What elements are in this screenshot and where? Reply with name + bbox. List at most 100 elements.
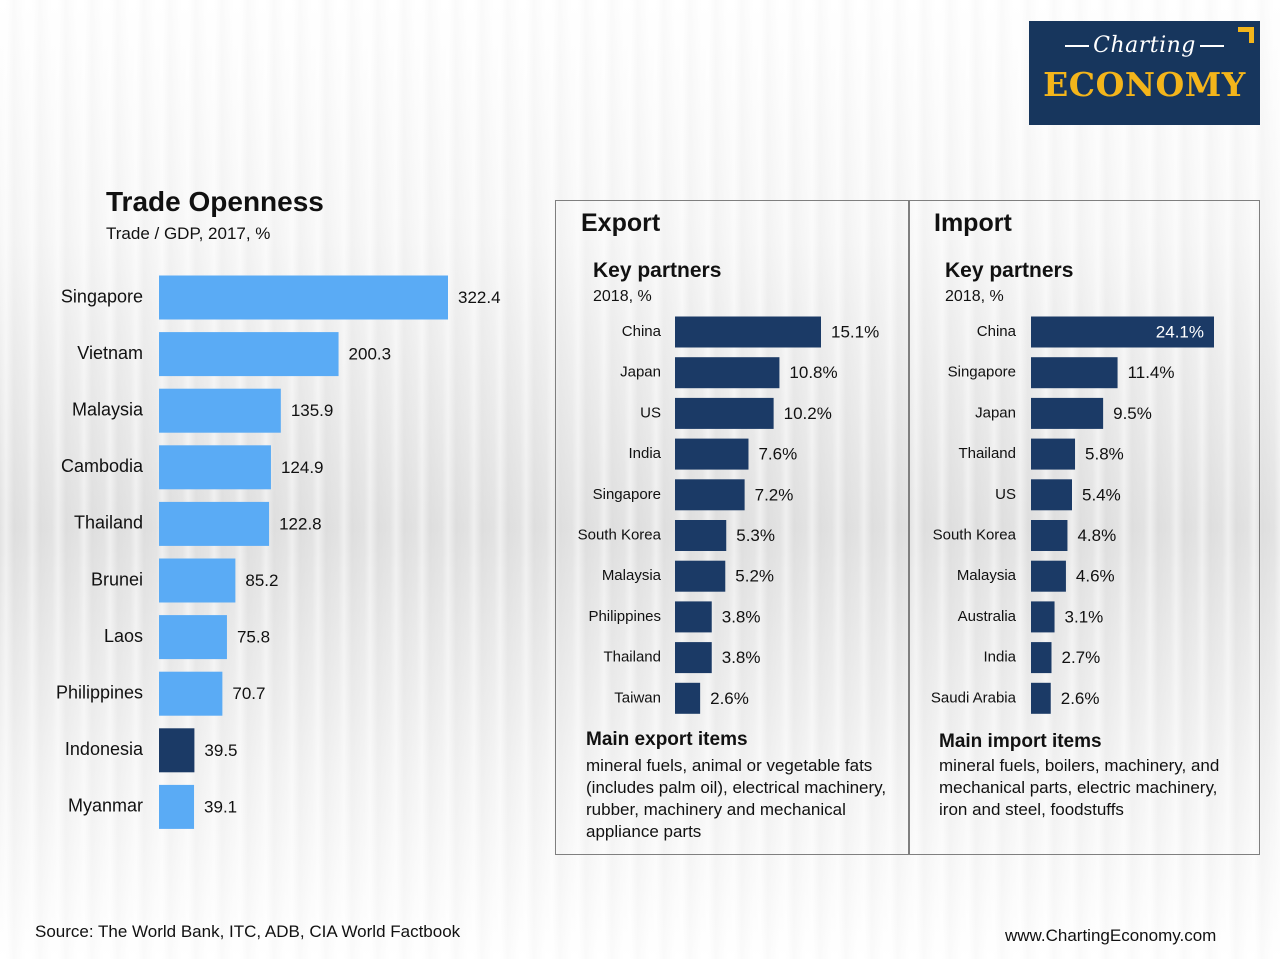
export-category-us: US xyxy=(640,404,661,421)
export-value-label-malaysia: 5.2% xyxy=(735,567,774,586)
trade-openness-bar-malaysia xyxy=(159,388,281,433)
import-category-singapore: Singapore xyxy=(948,364,1016,381)
export-category-south-korea: South Korea xyxy=(578,526,662,543)
trade-openness-category-philippines: Philippines xyxy=(56,682,143,702)
import-value-label-japan: 9.5% xyxy=(1113,404,1152,423)
export-import-panel: Export Import Key partners 2018, % Key p… xyxy=(555,200,1260,855)
export-category-malaysia: Malaysia xyxy=(602,567,662,584)
import-category-japan: Japan xyxy=(975,404,1016,421)
trade-openness-chart: Singapore 322.4 Vietnam 200.3 Malaysia 135.9 C… xyxy=(56,275,501,829)
main-import-items-text: mineral fuels, boilers, machinery, and m… xyxy=(939,756,1220,819)
trade-openness-value-label-laos: 75.8 xyxy=(237,628,270,647)
trade-openness-category-indonesia: Indonesia xyxy=(65,739,144,759)
import-value-label-china: 24.1% xyxy=(1156,322,1204,341)
export-value-label-singapore: 7.2% xyxy=(755,485,794,504)
export-bar-singapore xyxy=(675,479,745,511)
trade-openness-bar-vietnam xyxy=(159,332,339,377)
export-value-label-south-korea: 5.3% xyxy=(736,526,775,545)
logo-line-2: ECONOMY xyxy=(1043,65,1246,104)
import-heading: Import xyxy=(934,209,1012,237)
trade-openness-category-brunei: Brunei xyxy=(91,569,143,589)
import-category-saudi-arabia: Saudi Arabia xyxy=(931,689,1017,706)
export-value-label-us: 10.2% xyxy=(784,404,832,423)
export-category-japan: Japan xyxy=(620,364,661,381)
export-bar-south-korea xyxy=(675,520,727,551)
import-bar-saudi-arabia xyxy=(1031,682,1051,714)
trade-openness-bar-philippines xyxy=(159,671,223,716)
import-bar-us xyxy=(1031,479,1073,511)
trade-openness-value-label-indonesia: 39.5 xyxy=(204,741,237,760)
export-category-thailand: Thailand xyxy=(603,649,661,666)
logo-corner-mark xyxy=(1238,27,1254,43)
charting-economy-logo[interactable]: Charting ECONOMY xyxy=(1029,21,1260,125)
trade-openness-title: Trade Openness xyxy=(106,186,324,217)
import-value-label-saudi-arabia: 2.6% xyxy=(1061,689,1100,708)
import-category-south-korea: South Korea xyxy=(933,526,1017,543)
export-key-partners-year: 2018, % xyxy=(593,288,652,305)
export-category-philippines: Philippines xyxy=(588,608,661,625)
import-key-partners-year: 2018, % xyxy=(945,288,1004,305)
import-category-us: US xyxy=(995,486,1016,503)
export-bar-philippines xyxy=(675,601,712,633)
trade-openness-value-label-thailand: 122.8 xyxy=(279,514,322,533)
export-category-singapore: Singapore xyxy=(593,486,661,503)
trade-openness-bar-myanmar xyxy=(159,784,195,829)
trade-openness-category-thailand: Thailand xyxy=(74,513,143,533)
export-key-partners-title: Key partners xyxy=(593,259,722,282)
trade-openness-bar-brunei xyxy=(159,558,236,603)
panel-divider xyxy=(908,201,910,854)
main-export-items-title: Main export items xyxy=(586,729,748,750)
trade-openness-category-cambodia: Cambodia xyxy=(61,456,144,476)
import-category-australia: Australia xyxy=(958,608,1017,625)
trade-openness-value-label-malaysia: 135.9 xyxy=(291,401,334,420)
import-bar-japan xyxy=(1031,397,1104,429)
trade-openness-value-label-singapore: 322.4 xyxy=(458,288,501,307)
import-category-malaysia: Malaysia xyxy=(957,567,1017,584)
import-bar-india xyxy=(1031,642,1052,674)
trade-openness-bar-cambodia xyxy=(159,445,271,490)
source-note: Source: The World Bank, ITC, ADB, CIA Wo… xyxy=(35,922,461,941)
import-category-india: India xyxy=(983,649,1016,666)
export-value-label-china: 15.1% xyxy=(831,322,879,341)
trade-openness-category-vietnam: Vietnam xyxy=(77,343,143,363)
import-bar-australia xyxy=(1031,601,1055,633)
export-value-label-thailand: 3.8% xyxy=(722,648,761,667)
import-value-label-us: 5.4% xyxy=(1082,485,1121,504)
trade-openness-bar-indonesia xyxy=(159,728,195,773)
export-category-taiwan: Taiwan xyxy=(614,689,661,706)
import-value-label-australia: 3.1% xyxy=(1065,607,1104,626)
import-value-label-malaysia: 4.6% xyxy=(1076,567,1115,586)
export-value-label-japan: 10.8% xyxy=(789,363,837,382)
import-value-label-singapore: 11.4% xyxy=(1128,363,1175,382)
export-category-india: India xyxy=(628,445,661,462)
export-bar-japan xyxy=(675,357,780,389)
trade-openness-value-label-cambodia: 124.9 xyxy=(281,458,324,477)
trade-openness-category-malaysia: Malaysia xyxy=(72,399,144,419)
import-category-china: China xyxy=(977,323,1017,340)
export-value-label-india: 7.6% xyxy=(758,445,797,464)
trade-openness-bar-thailand xyxy=(159,501,270,546)
import-partners-chart: China 24.1% Singapore 11.4% Japan 9.5% Thailan… xyxy=(931,316,1214,714)
trade-openness-bar-singapore xyxy=(159,275,448,320)
main-import-items-title: Main import items xyxy=(939,731,1102,752)
import-value-label-india: 2.7% xyxy=(1062,648,1101,667)
website-link[interactable]: www.ChartingEconomy.com xyxy=(1005,926,1217,945)
trade-openness-category-laos: Laos xyxy=(104,626,143,646)
logo-line-1: Charting xyxy=(1029,33,1260,58)
import-bar-singapore xyxy=(1031,357,1118,389)
export-bar-us xyxy=(675,397,774,429)
export-bar-thailand xyxy=(675,642,712,674)
trade-openness-category-myanmar: Myanmar xyxy=(68,796,143,816)
trade-openness-bar-laos xyxy=(159,615,227,660)
export-heading: Export xyxy=(581,209,661,237)
export-value-label-philippines: 3.8% xyxy=(722,607,761,626)
import-value-label-south-korea: 4.8% xyxy=(1077,526,1116,545)
trade-openness-value-label-myanmar: 39.1 xyxy=(204,797,237,816)
export-category-china: China xyxy=(622,323,662,340)
export-bar-malaysia xyxy=(675,560,726,592)
trade-openness-value-label-brunei: 85.2 xyxy=(245,571,278,590)
trade-openness-value-label-vietnam: 200.3 xyxy=(349,345,392,364)
import-category-thailand: Thailand xyxy=(958,445,1016,462)
trade-openness-subtitle: Trade / GDP, 2017, % xyxy=(106,224,271,243)
import-key-partners-title: Key partners xyxy=(945,259,1074,282)
